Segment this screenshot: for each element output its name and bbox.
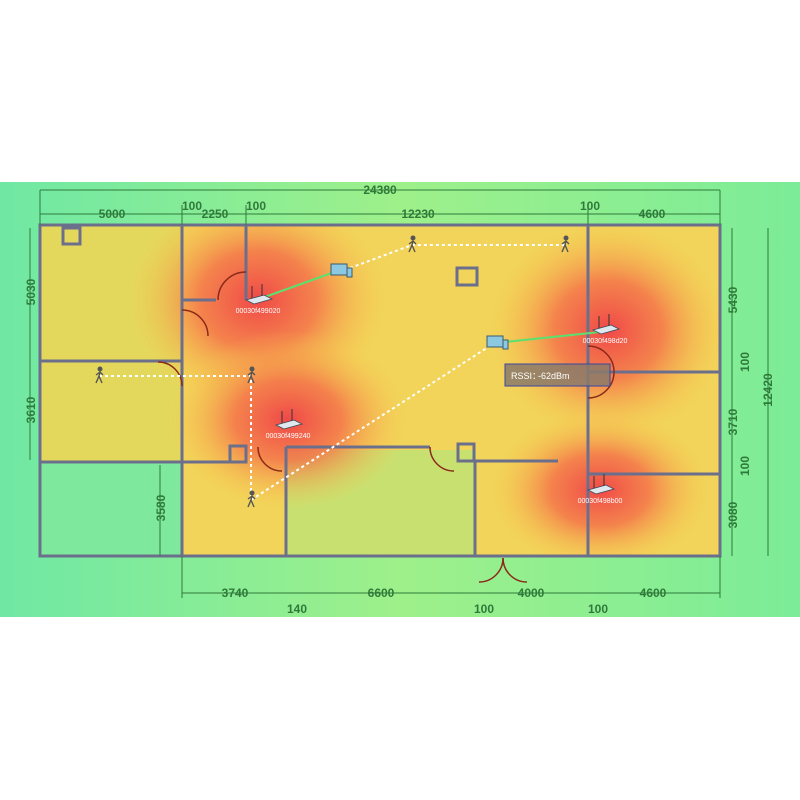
dim-label: 3580 [154, 494, 168, 521]
access-point[interactable]: 00030f498d20 [583, 314, 628, 345]
dim-label: 100 [588, 602, 608, 616]
access-point-label: 00030f498d20 [583, 338, 628, 345]
walking-person-icon [247, 490, 256, 508]
dim-label: 4600 [639, 207, 666, 221]
dim-label: 12420 [761, 373, 775, 407]
walking-person-icon [247, 366, 256, 384]
doors [157, 271, 615, 583]
dim-label: 100 [738, 352, 752, 372]
client-link [504, 331, 601, 343]
laptop-phone-icon[interactable] [330, 263, 353, 278]
access-point[interactable]: 00030f499240 [266, 409, 311, 440]
access-point[interactable]: 00030f498b00 [578, 474, 623, 505]
dim-label: 3080 [726, 501, 740, 528]
dim-label: 3610 [24, 396, 38, 423]
dim-label: 4000 [518, 586, 545, 600]
dim-label: 3710 [726, 408, 740, 435]
access-point[interactable]: 00030f499020 [236, 284, 281, 315]
router-icon [586, 474, 616, 495]
dim-label: 5430 [726, 286, 740, 313]
dim-label: 4600 [640, 586, 667, 600]
dim-label: 100 [246, 199, 266, 213]
access-point-label: 00030f499020 [236, 308, 281, 315]
walls [38, 223, 722, 558]
rssi-value: -62dBm [538, 371, 570, 381]
dim-label: 5030 [24, 278, 38, 305]
dim-label: 100 [580, 199, 600, 213]
coverage-heat [40, 225, 720, 557]
dim-label: 5000 [99, 207, 126, 221]
dim-label: 140 [287, 602, 307, 616]
access-point-label: 00030f499240 [266, 433, 311, 440]
dim-total-width: 24380 [363, 183, 397, 197]
walking-person-icon [561, 235, 570, 253]
walking-person-icon [95, 366, 104, 384]
dim-label: 6600 [368, 586, 395, 600]
rssi-tooltip: RSSI： -62dBm [504, 363, 611, 387]
client-link [261, 269, 341, 299]
router-icon [591, 314, 621, 335]
access-point-label: 00030f498b00 [578, 498, 623, 505]
dimension-labels: 24380 5000 100 2250 100 12230 100 4600 5… [24, 183, 775, 616]
router-icon [274, 409, 304, 430]
dim-label: 100 [182, 199, 202, 213]
dim-label: 2250 [202, 207, 229, 221]
dimension-lines [29, 189, 769, 598]
router-icon [244, 284, 274, 305]
dim-label: 100 [474, 602, 494, 616]
walking-person-icon [408, 235, 417, 253]
laptop-phone-icon[interactable] [486, 335, 509, 350]
rssi-label: RSSI： [511, 371, 541, 381]
dim-label: 3740 [222, 586, 249, 600]
dim-label: 100 [738, 456, 752, 476]
dim-label: 12230 [401, 207, 435, 221]
